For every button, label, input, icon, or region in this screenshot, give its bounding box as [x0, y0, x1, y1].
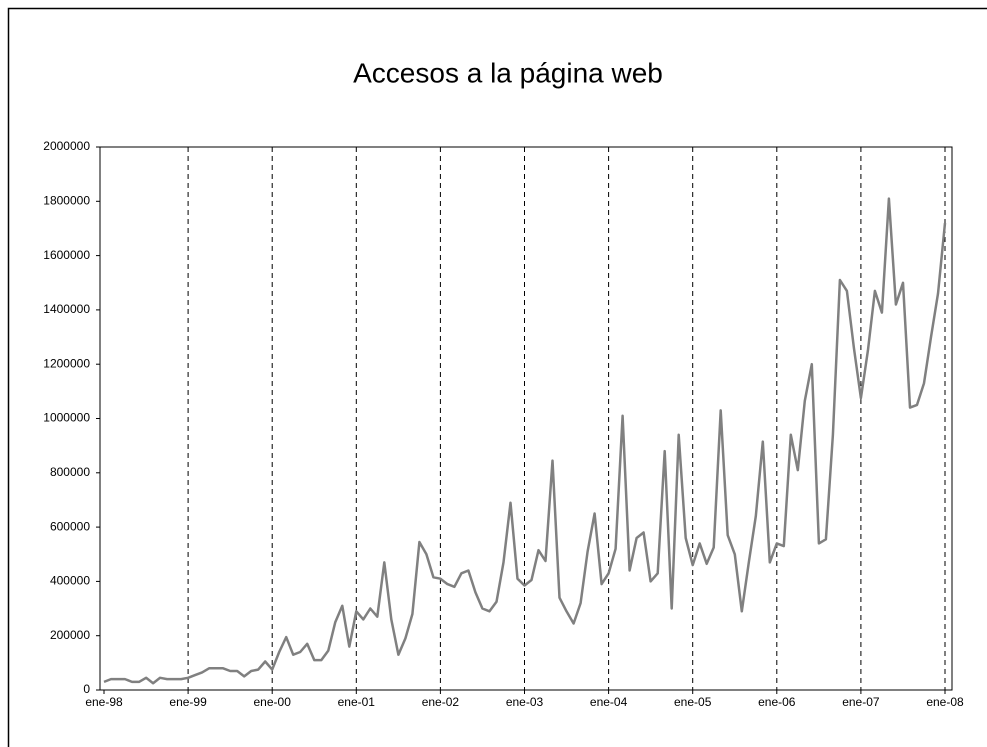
y-tick-label: 2000000 — [43, 139, 90, 153]
series-line — [103, 197, 947, 685]
x-tick-label: ene-05 — [674, 695, 712, 709]
y-tick-label: 600000 — [50, 519, 90, 533]
x-tick-label: ene-98 — [85, 695, 123, 709]
y-tick-label: 1000000 — [43, 411, 90, 425]
plot-area — [99, 146, 953, 691]
x-tick-label: ene-04 — [590, 695, 628, 709]
y-tick-label: 800000 — [50, 465, 90, 479]
chart-title: Accesos a la página web — [353, 57, 663, 88]
x-tick-label: ene-03 — [506, 695, 544, 709]
x-tick-label: ene-02 — [422, 695, 460, 709]
x-tick-label: ene-08 — [926, 695, 964, 709]
y-tick-label: 1800000 — [43, 193, 90, 207]
y-tick-label: 1600000 — [43, 248, 90, 262]
y-tick-label: 1400000 — [43, 302, 90, 316]
y-tick-label: 0 — [83, 682, 90, 696]
x-tick-label: ene-99 — [169, 695, 207, 709]
frame — [7, 7, 987, 747]
x-tick-label: ene-07 — [842, 695, 880, 709]
y-tick-label: 400000 — [50, 574, 90, 588]
y-tick-label: 1200000 — [43, 356, 90, 370]
x-tick-label: ene-00 — [254, 695, 292, 709]
x-tick-label: ene-06 — [758, 695, 796, 709]
y-tick-label: 200000 — [50, 628, 90, 642]
x-tick-label: ene-01 — [338, 695, 376, 709]
